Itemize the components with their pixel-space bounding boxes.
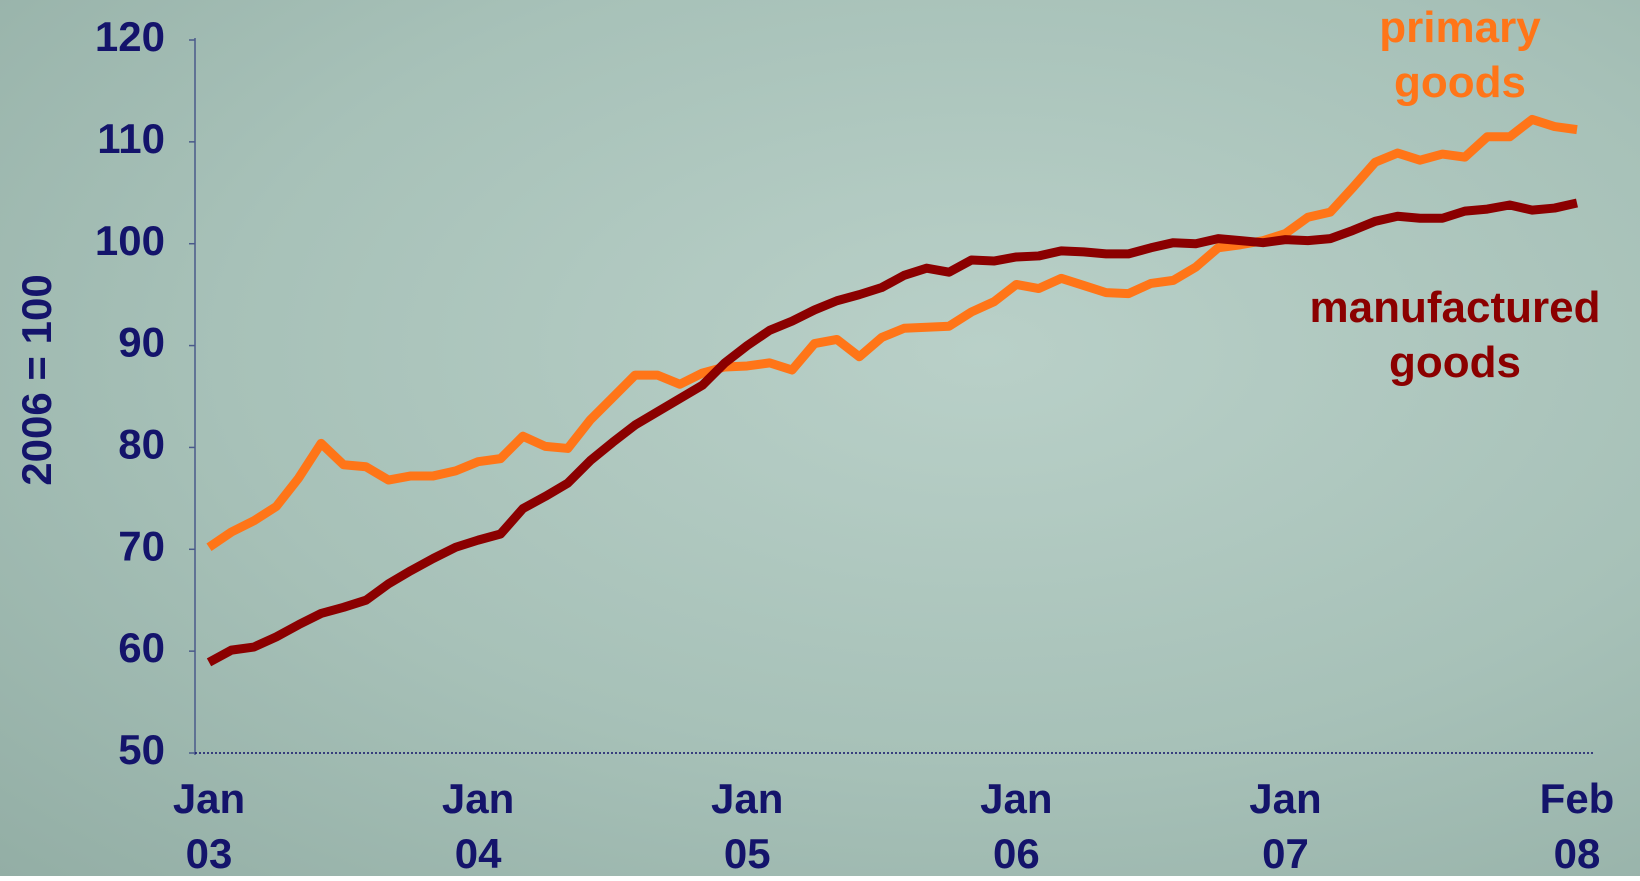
- x-tick-label: Jan 06: [980, 772, 1052, 881]
- y-tick-label: 100: [95, 217, 165, 264]
- x-tick-label: Jan 04: [442, 772, 514, 881]
- x-tick-label: Jan 03: [173, 772, 245, 881]
- y-tick-label: 60: [118, 624, 165, 671]
- series-line: [209, 203, 1577, 662]
- chart: 2006 = 100 5060708090100110120 Jan 03Jan…: [0, 0, 1640, 876]
- series-label: manufactured goods: [1310, 280, 1601, 390]
- y-tick-label: 90: [118, 319, 165, 366]
- y-tick-label: 70: [118, 522, 165, 569]
- series-label: primary goods: [1379, 0, 1540, 110]
- x-tick-label: Jan 07: [1249, 772, 1321, 881]
- y-tick-label: 50: [118, 726, 165, 773]
- y-tick-label: 80: [118, 421, 165, 468]
- y-axis-label: 2006 = 100: [13, 274, 60, 485]
- plot: 2006 = 100 50 60 70 80 90 100 110 120: [0, 0, 1640, 876]
- y-tick-label: 120: [95, 13, 165, 60]
- x-tick-label: Feb 08: [1540, 772, 1615, 881]
- y-tick-label: 110: [97, 115, 165, 162]
- x-tick-label: Jan 05: [711, 772, 783, 881]
